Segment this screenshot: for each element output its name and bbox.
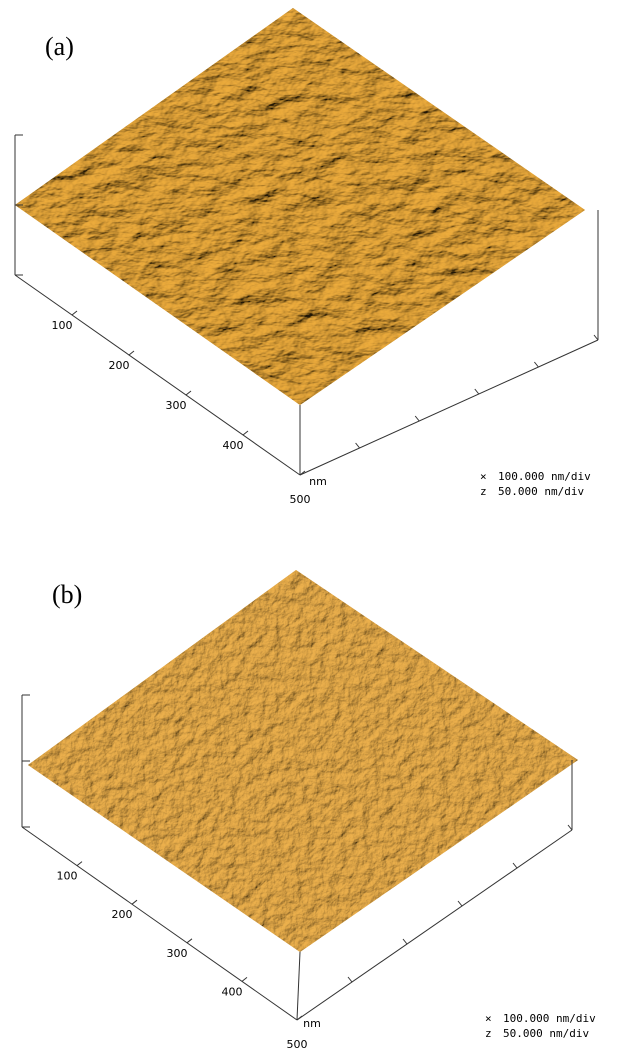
scale-text: 100.000 nm/div	[503, 1012, 596, 1025]
x-tick	[297, 1016, 302, 1020]
x-tick	[77, 862, 82, 866]
tick-label: 300	[166, 399, 187, 412]
tick-label: 400	[223, 439, 244, 452]
y-tick	[568, 825, 572, 830]
y-tick	[458, 901, 462, 906]
x-tick	[132, 900, 137, 904]
x-tick	[187, 939, 192, 943]
tick-label: 200	[109, 359, 130, 372]
panel-label: (b)	[52, 580, 82, 609]
scale-symbol: z	[485, 1027, 492, 1040]
y-tick	[475, 389, 479, 394]
tick-label: 400	[222, 985, 243, 998]
tick-label: 200	[112, 908, 133, 921]
tick-label: 500	[290, 493, 311, 506]
tick-label: 100	[52, 319, 73, 332]
surface-texture	[15, 8, 585, 405]
y-tick	[534, 362, 538, 367]
y-tick	[356, 443, 360, 448]
scale-symbol: z	[480, 485, 487, 498]
scale-symbol: ×	[485, 1012, 492, 1025]
scale-text: 50.000 nm/div	[503, 1027, 589, 1040]
x-tick	[186, 391, 191, 395]
panel-label: (a)	[45, 32, 74, 61]
tick-label: 100	[57, 870, 78, 883]
y-tick	[513, 863, 517, 868]
x-tick	[72, 311, 77, 315]
x-tick	[243, 431, 248, 435]
scale-text: 100.000 nm/div	[498, 470, 591, 483]
y-tick	[415, 416, 419, 421]
scale-symbol: ×	[480, 470, 487, 483]
figure: 100 200 300 400 500 (a) nm × 100.000 nm/div z 50.0…	[0, 0, 622, 1052]
y-tick	[348, 977, 352, 982]
unit-label: nm	[303, 1017, 321, 1030]
front-edge	[297, 952, 300, 1020]
y-tick	[403, 939, 407, 944]
x-tick	[129, 351, 134, 355]
y-tick	[594, 335, 598, 340]
unit-label: nm	[309, 475, 327, 488]
surface-texture	[28, 570, 578, 952]
scale-text: 50.000 nm/div	[498, 485, 584, 498]
tick-label: 300	[167, 947, 188, 960]
x-tick	[242, 977, 247, 981]
tick-label: 500	[287, 1038, 308, 1051]
